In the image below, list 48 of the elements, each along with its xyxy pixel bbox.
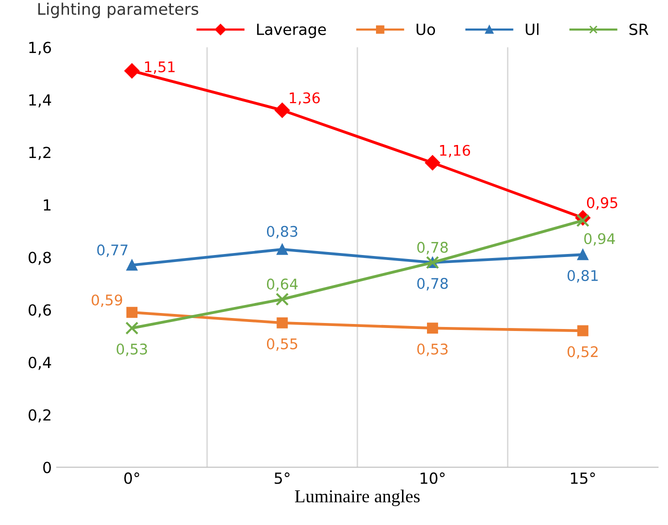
y-tick-label: 1,2 [29, 146, 50, 160]
point [126, 306, 138, 318]
y-tick-label: 1,6 [29, 42, 51, 55]
y-tick-label: 0,4 [28, 356, 52, 370]
data-label: 0,53 [116, 344, 147, 356]
data-label: 0,59 [92, 294, 122, 307]
data-label: 0,64 [266, 278, 298, 292]
point [126, 260, 138, 271]
data-label: 0,94 [584, 233, 615, 246]
data-label: 0,52 [568, 346, 598, 359]
data-label: 0,78 [417, 278, 448, 290]
point [426, 322, 438, 334]
legend-label: Uo [416, 24, 436, 36]
point [276, 292, 289, 306]
y-tick-label: 0 [43, 462, 51, 474]
data-label: 0,78 [417, 242, 448, 254]
point [124, 63, 140, 78]
point [274, 102, 290, 118]
data-label: 0,77 [97, 244, 128, 257]
y-tick-label: 0,2 [28, 409, 50, 422]
legend-label: Ul [526, 23, 538, 36]
x-tick-label: 0° [124, 472, 140, 484]
legend-label: SR [630, 24, 648, 36]
point [577, 249, 588, 260]
x-tick-label: 10° [420, 472, 445, 484]
x-tick-label: 15° [570, 472, 595, 484]
data-label: 1,16 [440, 144, 470, 158]
x-axis-title: Luminaire angles [294, 490, 420, 506]
legend-label: Laverage [257, 24, 326, 38]
point [276, 317, 288, 328]
data-label: 0,95 [587, 197, 618, 210]
point [276, 244, 288, 255]
data-label: 1,51 [145, 61, 175, 74]
y-axis-title: Lighting parameters [38, 2, 198, 18]
y-tick-label: 0,8 [28, 252, 51, 265]
y-tick-label: 1 [44, 199, 51, 211]
point [577, 325, 588, 336]
point [576, 214, 590, 228]
y-tick-label: 1,4 [29, 94, 52, 108]
data-label: 1,36 [290, 92, 320, 105]
x-tick-label: 5° [274, 472, 290, 484]
data-label: 0,53 [417, 344, 448, 356]
data-label: 0,83 [266, 226, 298, 238]
point [125, 322, 139, 335]
y-tick-label: 0,6 [28, 304, 51, 318]
data-label: 0,81 [568, 270, 598, 283]
point [424, 155, 440, 170]
data-label: 0,55 [266, 338, 298, 351]
